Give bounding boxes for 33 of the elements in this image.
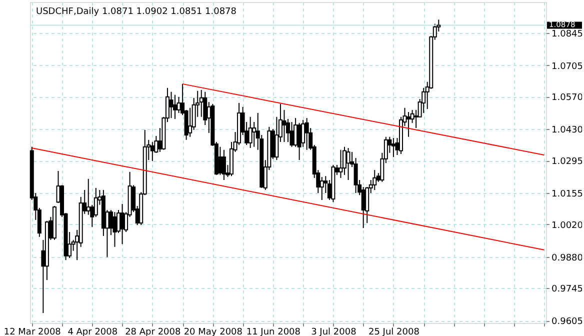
y-tick-label: 1.0155 [552,190,583,200]
candlestick [169,91,174,119]
candlestick [248,116,252,148]
x-tick-label: 3 Jul 2008 [311,328,357,336]
x-tick-label: 11 Jun 2008 [246,328,301,336]
candlestick [338,149,343,178]
candlestick [304,118,309,150]
candlestick [297,122,302,161]
candlestick [320,176,324,200]
x-tick-label: 20 May 2008 [184,328,243,336]
candlestick [173,94,178,120]
x-tick-label: 28 Apr 2008 [125,328,182,336]
candlestick [294,118,298,148]
candlestick [372,170,377,191]
y-tick-label: 0.9745 [552,284,583,295]
y-tick-label: 1.0705 [552,62,583,72]
y-tick-label: 1.0845 [552,29,583,40]
candlestick [406,112,411,138]
candlestick [391,138,396,158]
candlestick [150,141,154,162]
text: USDCHF,Daily 1.0871 1.0902 1.0851 1.0878 [36,7,237,17]
x-tick-label: 4 Apr 2008 [68,328,118,336]
x-tick-label: 25 Jul 2008 [368,328,420,336]
y-tick-label: 1.0295 [552,157,583,168]
candlestick [222,149,226,181]
candlestick [282,109,286,142]
x-tick-label: 12 Mar 2008 [4,328,62,336]
candlestick [120,203,124,245]
candlestick [218,146,222,176]
y-tick-label: 0.9605 [552,317,583,328]
candlestick [346,147,350,181]
candlestick [112,212,117,248]
candlestick [86,178,90,216]
